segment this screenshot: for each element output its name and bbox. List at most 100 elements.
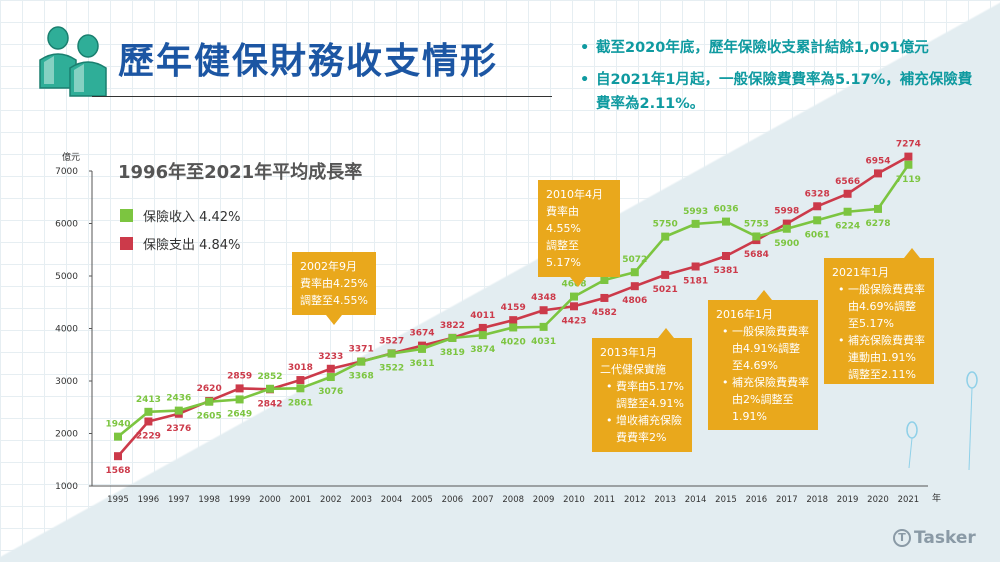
data-label-income: 6061 bbox=[805, 230, 830, 240]
data-label-expense: 3018 bbox=[288, 363, 313, 373]
legend-swatch-expense bbox=[120, 236, 133, 250]
chart-legend: 保險收入 4.42% 保險支出 4.84% bbox=[120, 203, 240, 259]
data-label-income: 2413 bbox=[136, 395, 161, 405]
data-label-expense: 4159 bbox=[501, 303, 526, 313]
data-point-income bbox=[235, 395, 244, 404]
data-point-expense bbox=[630, 282, 639, 291]
data-label-income: 2649 bbox=[227, 409, 252, 419]
data-point-expense bbox=[570, 302, 578, 311]
x-tick-label: 2015 bbox=[715, 495, 737, 505]
data-label-income: 3819 bbox=[440, 348, 465, 358]
data-point-income bbox=[174, 406, 183, 415]
y-tick-label: 6000 bbox=[55, 220, 78, 230]
data-label-expense: 5381 bbox=[713, 266, 738, 276]
data-point-income bbox=[782, 224, 791, 233]
data-label-income: 5072 bbox=[622, 255, 647, 265]
callout-2016-bullet: 補充保險費費率由2%調整至1.91% bbox=[722, 374, 810, 425]
data-point-income bbox=[752, 232, 761, 241]
callout-2013-pointer bbox=[658, 328, 674, 338]
data-label-expense: 4011 bbox=[470, 311, 495, 321]
data-point-expense bbox=[661, 270, 670, 279]
summary-note-rates: 自2021年1月起，一般保險費費率為5.17%，補充保險費費率為2.11%。 bbox=[578, 68, 978, 116]
decorative-balloon-icon bbox=[906, 421, 918, 439]
x-tick-label: 2002 bbox=[320, 495, 342, 505]
data-label-expense: 5181 bbox=[683, 276, 708, 286]
x-tick-label: 2021 bbox=[898, 495, 920, 505]
data-label-expense: 3822 bbox=[440, 321, 465, 331]
x-tick-label: 2017 bbox=[776, 495, 798, 505]
callout-2002-pointer bbox=[326, 315, 342, 325]
data-point-income bbox=[418, 344, 426, 353]
callout-2010-pointer bbox=[570, 277, 586, 287]
data-label-income: 6224 bbox=[835, 222, 860, 232]
callout-2010-line: 費率由4.55% bbox=[546, 205, 581, 235]
data-point-income bbox=[296, 384, 305, 393]
callout-2013: 2013年1月 二代健保實施 費率由5.17%調整至4.91% 增收補充保險費費… bbox=[592, 328, 692, 452]
brand-name: Tasker bbox=[914, 528, 976, 548]
y-tick-label: 5000 bbox=[55, 272, 78, 282]
data-label-income: 3522 bbox=[379, 364, 404, 374]
x-tick-label: 2020 bbox=[867, 495, 889, 505]
y-axis-unit: 億元 bbox=[62, 153, 81, 163]
x-tick-label: 1998 bbox=[198, 495, 220, 505]
data-label-income: 3611 bbox=[409, 359, 434, 369]
data-label-income: 3874 bbox=[470, 345, 495, 355]
x-tick-label: 2008 bbox=[502, 495, 524, 505]
summary-note-balance: 截至2020年底，歷年保險收支累計結餘1,091億元 bbox=[578, 36, 978, 60]
data-label-expense: 5998 bbox=[774, 207, 799, 217]
data-point-expense bbox=[691, 262, 700, 271]
x-tick-label: 2018 bbox=[806, 495, 828, 505]
data-point-expense bbox=[478, 323, 487, 332]
data-label-expense: 4582 bbox=[592, 308, 617, 318]
data-point-income bbox=[266, 384, 274, 393]
data-point-expense bbox=[874, 169, 882, 178]
data-point-income bbox=[357, 357, 366, 366]
x-tick-label: 1995 bbox=[107, 495, 129, 505]
callout-2002-line: 調整至4.55% bbox=[300, 294, 368, 307]
callout-2002: 2002年9月 費率由4.25% 調整至4.55% bbox=[292, 252, 376, 325]
data-label-expense: 1568 bbox=[105, 466, 130, 476]
x-axis-unit: 年 bbox=[932, 494, 942, 504]
data-point-income bbox=[843, 207, 852, 216]
data-point-expense bbox=[813, 202, 822, 211]
data-point-income bbox=[661, 232, 670, 241]
data-label-expense: 2842 bbox=[257, 399, 282, 409]
data-label-income: 3076 bbox=[318, 387, 343, 397]
data-point-income bbox=[114, 432, 122, 441]
callout-2021-bullet: 一般保險費費率由4.69%調整至5.17% bbox=[838, 281, 926, 332]
callout-2002-line: 費率由4.25% bbox=[300, 277, 368, 290]
legend-item-expense: 保險支出 4.84% bbox=[120, 231, 240, 255]
callout-2002-line: 2002年9月 bbox=[300, 260, 357, 273]
data-point-expense bbox=[843, 189, 852, 198]
data-label-expense: 4806 bbox=[622, 296, 647, 306]
summary-notes: 截至2020年底，歷年保險收支累計結餘1,091億元 自2021年1月起，一般保… bbox=[578, 36, 978, 124]
callout-2010-line: 2010年4月 bbox=[546, 188, 603, 201]
x-tick-label: 2019 bbox=[837, 495, 859, 505]
data-label-income: 5750 bbox=[653, 220, 678, 230]
data-label-expense: 7274 bbox=[896, 140, 921, 150]
data-label-income: 6036 bbox=[713, 205, 738, 215]
y-tick-label: 7000 bbox=[55, 167, 78, 177]
callout-2016-bullet: 一般保險費費率由4.91%調整至4.69% bbox=[722, 323, 810, 374]
data-label-expense: 3233 bbox=[318, 352, 343, 362]
y-tick-label: 3000 bbox=[55, 377, 78, 387]
callout-2016-pointer bbox=[756, 290, 772, 300]
x-tick-label: 2003 bbox=[350, 495, 372, 505]
data-label-expense: 2620 bbox=[197, 384, 222, 394]
x-tick-label: 2005 bbox=[411, 495, 433, 505]
x-tick-label: 2011 bbox=[594, 495, 616, 505]
data-label-income: 2852 bbox=[257, 372, 282, 382]
people-figures-icon bbox=[39, 26, 107, 97]
data-label-expense: 4423 bbox=[561, 316, 586, 326]
callout-2021-pointer bbox=[904, 248, 920, 258]
data-label-income: 1940 bbox=[105, 420, 130, 430]
data-label-expense: 3371 bbox=[349, 345, 374, 355]
brand-icon: T bbox=[893, 529, 911, 547]
data-label-income: 2861 bbox=[288, 398, 313, 408]
callout-2021: 2021年1月 一般保險費費率由4.69%調整至5.17% 補充保險費費率連動由… bbox=[824, 248, 934, 384]
data-label-income: 2605 bbox=[197, 412, 222, 422]
y-tick-label: 4000 bbox=[55, 325, 78, 335]
legend-label-expense: 保險支出 4.84% bbox=[143, 237, 241, 253]
data-point-expense bbox=[904, 152, 913, 161]
x-tick-label: 1999 bbox=[229, 495, 251, 505]
